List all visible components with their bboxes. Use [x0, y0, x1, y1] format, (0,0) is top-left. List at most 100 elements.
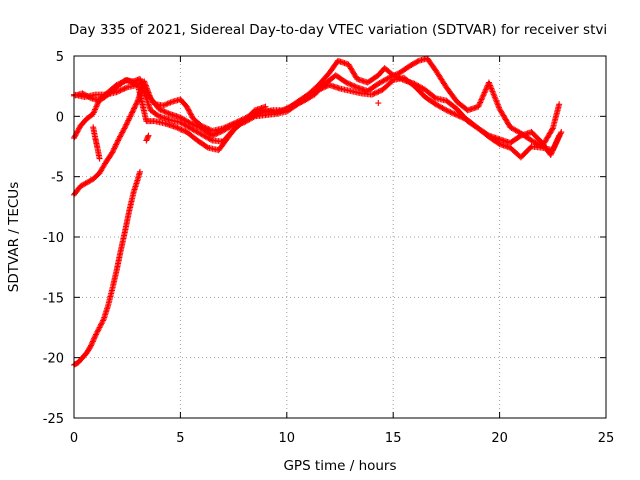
data-point-trace-2	[549, 147, 556, 154]
data-point-trace-5	[92, 332, 99, 339]
data-point-trace-2	[558, 129, 565, 136]
data-point-trace-4	[82, 180, 89, 187]
data-point-trace-2	[553, 140, 560, 147]
data-point-trace-3	[344, 80, 351, 87]
y-tick-label: 0	[56, 110, 64, 125]
data-point-trace-3	[549, 126, 556, 133]
data-point-trace-1	[547, 151, 554, 158]
data-point-trace-3	[181, 127, 188, 134]
data-point-trace-2	[372, 89, 379, 96]
data-point-trace-2	[452, 111, 459, 118]
data-point-trace-3	[75, 125, 82, 132]
data-point-trace-4	[131, 105, 138, 112]
data-point-trace-2	[113, 89, 120, 96]
data-point-trace-4	[87, 177, 94, 184]
data-point-trace-2	[210, 132, 217, 139]
data-point-trace-4	[132, 101, 139, 108]
data-point-trace-2	[374, 89, 381, 96]
data-point-trace-3	[479, 95, 486, 102]
data-point-trace-3	[116, 80, 123, 87]
data-point-trace-2	[553, 138, 560, 145]
data-point-trace-3	[92, 106, 99, 113]
data-point-trace-3	[477, 98, 484, 105]
data-point-trace-4	[130, 106, 137, 113]
data-point-trace-5	[95, 327, 102, 334]
x-axis-label: GPS time / hours	[283, 458, 396, 474]
chart-title: Day 335 of 2021, Sidereal Day-to-day VTE…	[69, 22, 607, 38]
data-point-trace-3	[93, 103, 100, 110]
data-point-trace-3	[295, 100, 302, 107]
data-point-trace-2	[120, 86, 127, 93]
data-point-trace-3	[75, 127, 82, 134]
data-point-trace-4	[132, 102, 139, 109]
data-point-trace-3	[482, 88, 489, 95]
data-point-trace-2	[217, 129, 224, 136]
data-point-trace-3	[556, 101, 563, 108]
data-point-trace-5	[89, 338, 96, 345]
data-point-trace-2	[552, 141, 559, 148]
data-point-trace-3	[480, 92, 487, 99]
data-point-trace-2	[527, 144, 534, 151]
y-tick-label: -10	[43, 231, 64, 246]
data-point-trace-2	[459, 114, 466, 121]
data-point-trace-3	[124, 77, 131, 84]
data-point-trace-3	[352, 83, 359, 90]
data-points	[71, 55, 565, 368]
data-point-trace-4	[118, 130, 125, 137]
data-point-trace-2	[215, 129, 222, 136]
data-point-trace-3	[481, 89, 488, 96]
data-point-trace-3	[282, 106, 289, 113]
data-point-trace-4	[113, 140, 120, 147]
data-point-trace-3	[347, 81, 354, 88]
data-point-trace-2	[443, 107, 450, 114]
data-point-trace-2	[160, 107, 167, 114]
data-point-trace-3	[175, 125, 182, 132]
data-point-trace-4	[131, 104, 138, 111]
data-point-trace-2	[158, 107, 165, 114]
data-point-trace-1	[183, 103, 190, 110]
data-point-trace-2	[450, 110, 457, 117]
data-point-trace-2	[462, 115, 469, 122]
data-point-trace-2	[193, 122, 200, 129]
data-point-trace-3	[94, 100, 101, 107]
data-point-trace-2	[213, 130, 220, 137]
data-point-trace-2	[557, 130, 564, 137]
data-point-trace-2	[190, 121, 197, 128]
data-point-trace-5	[87, 343, 94, 350]
data-point-trace-4	[79, 181, 86, 188]
data-point-trace-4	[124, 118, 131, 125]
data-point-trace-1	[184, 105, 191, 112]
axis-ticks: 0 5 10 15 20 25 -25 -20 -15 -10 -5 0 5	[43, 50, 615, 446]
data-point-trace-4	[81, 181, 88, 188]
data-point-trace-4	[133, 100, 140, 107]
data-point-trace-4	[115, 137, 122, 144]
data-point-trace-3	[482, 86, 489, 93]
data-point-trace-3	[121, 78, 128, 85]
data-point-trace-2	[218, 128, 225, 135]
x-tick-label: 15	[385, 431, 402, 446]
data-point-trace-3	[252, 112, 259, 119]
data-point-trace-5	[93, 330, 100, 337]
data-point-trace-2	[551, 144, 558, 151]
data-point-trace-3	[132, 80, 139, 87]
data-point-trace-2	[117, 87, 124, 94]
data-point-trace-2	[156, 106, 163, 113]
data-point-trace-2	[555, 135, 562, 142]
x-tick-label: 0	[70, 431, 78, 446]
data-point-trace-3	[73, 129, 80, 136]
data-point-trace-2	[161, 108, 168, 115]
data-point-trace-2	[456, 113, 463, 120]
data-point-trace-4	[83, 179, 90, 186]
data-point-trace-4	[120, 126, 127, 133]
data-point-trace-5	[100, 317, 107, 324]
data-point-trace-2	[458, 113, 465, 120]
data-point-trace-7	[145, 132, 152, 139]
data-point-trace-2	[116, 87, 123, 94]
data-point-trace-2	[444, 107, 451, 114]
data-point-trace-1	[166, 100, 173, 107]
x-tick-label: 10	[279, 431, 296, 446]
data-point-trace-2	[454, 112, 461, 119]
data-point-trace-1	[185, 106, 192, 113]
